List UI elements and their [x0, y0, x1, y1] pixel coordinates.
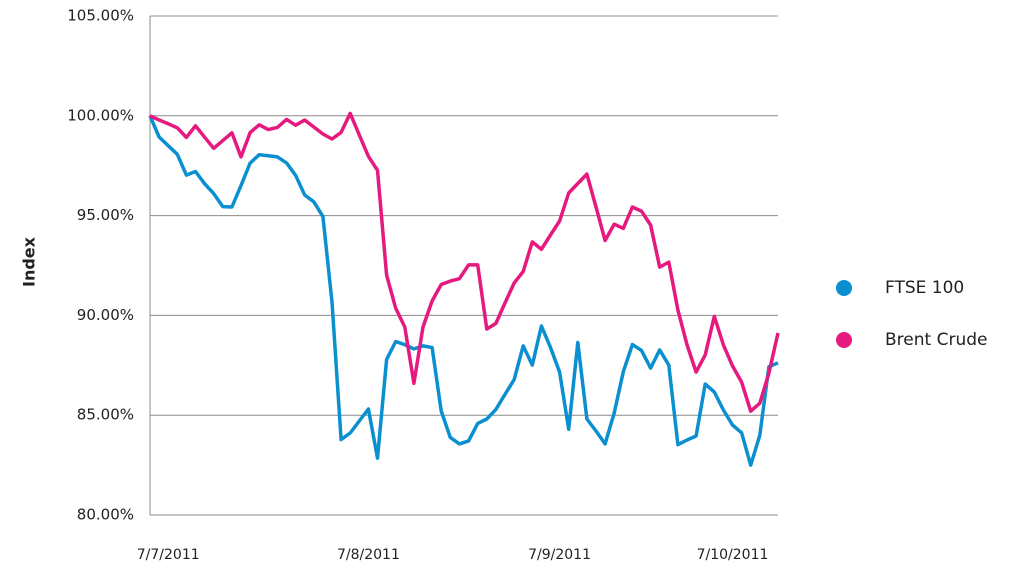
legend-label: FTSE 100 — [885, 278, 964, 298]
legend-label: Brent Crude — [885, 330, 987, 350]
x-tick-label: 7/10/2011 — [697, 547, 769, 563]
y-axis-label: Index — [20, 236, 39, 287]
legend-marker — [836, 280, 852, 296]
y-tick-label: 95.00% — [77, 206, 134, 224]
series-line — [148, 115, 779, 467]
legend-marker — [836, 332, 852, 348]
x-tick-label: 7/7/2011 — [137, 547, 200, 563]
series-line — [149, 111, 780, 413]
y-tick-label: 80.00% — [77, 506, 134, 524]
y-tick-label: 85.00% — [77, 406, 134, 424]
x-tick-label: 7/9/2011 — [528, 547, 591, 563]
y-tick-label: 105.00% — [67, 7, 134, 25]
y-tick-label: 100.00% — [67, 106, 134, 124]
x-tick-label: 7/8/2011 — [337, 547, 400, 563]
y-tick-label: 90.00% — [77, 306, 134, 324]
